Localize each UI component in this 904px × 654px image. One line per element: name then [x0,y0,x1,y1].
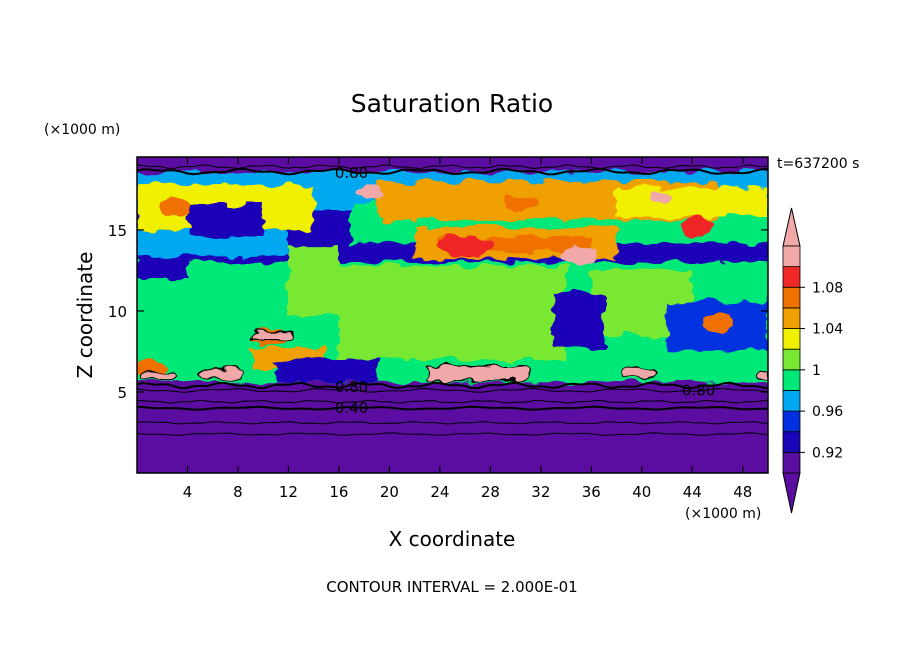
x-tick-label: 12 [279,483,298,501]
x-tick-label: 44 [683,483,702,501]
x-axis: 4 8 12 16 20 24 28 32 36 40 44 48 [183,157,752,501]
y-tick-label: 5 [117,384,127,402]
field-blob [701,314,734,334]
contour-label: 0.40 [335,399,368,417]
field-region [187,203,264,237]
colorbar-swatch [782,266,801,288]
field-blob [437,234,493,258]
field-region [616,187,768,217]
supersaturated-patch [249,331,296,341]
contour-line [137,167,768,176]
colorbar-swatch [782,286,801,309]
colorbar-swatch [782,348,801,371]
chart-title: Saturation Ratio [351,89,553,118]
field-region [288,246,339,315]
colorbar-label: 1 [812,363,821,379]
field-region [338,265,567,360]
supersaturated-patch [199,367,245,380]
field-blob [683,216,714,237]
plot-frame [136,156,769,474]
supersaturated-patch [754,368,768,380]
supersaturated-patch [426,365,529,382]
field-region [275,359,377,383]
y-unit-label: (×1000 m) [44,122,120,138]
supersaturated-patch [140,371,176,382]
contour-line [137,432,768,436]
time-label: t=637200 s [777,156,859,172]
colorbar-swatch [782,451,801,474]
x-axis-label: X coordinate [389,527,516,551]
x-tick-label: 24 [430,483,449,501]
y-tick-label: 15 [108,222,127,240]
field-blob [502,195,541,213]
colorbar-swatch [782,410,801,433]
contour-label: 0.80 [335,378,368,396]
x-tick-label: 16 [329,483,348,501]
field-blob [648,189,674,206]
contour-line [137,405,768,411]
y-axis-label: Z coordinate [73,252,97,379]
x-tick-label: 28 [481,483,500,501]
colorbar-swatch [782,390,801,412]
contour-line [137,381,768,390]
colorbar-swatch [782,245,801,268]
colorbar-swatch [782,307,801,329]
colorbar-label: 0.96 [812,404,843,420]
x-tick-label: 4 [183,483,193,501]
supersaturated-patch [622,367,656,378]
contour-line [137,387,768,393]
contour-line [137,164,768,170]
contour-interval-footer: CONTOUR INTERVAL = 2.000E-01 [326,578,577,596]
contour-labels: 0.80 0.80 0.40 0.80 [335,164,715,417]
colorbar-under-arrow [782,472,801,514]
colorbar-swatch [782,431,801,453]
x-unit-label: (×1000 m) [685,506,761,522]
y-axis: 5 10 15 [108,222,768,402]
contour-line [137,399,768,404]
colorbar-over-arrow [782,207,801,247]
contour-label: 0.80 [335,164,368,182]
field-blob [561,246,597,266]
x-tick-label: 48 [733,483,752,501]
contour-label: 0.80 [682,381,715,399]
x-tick-label: 32 [531,483,550,501]
x-tick-label: 8 [233,483,243,501]
field-blob [137,359,167,376]
field-blob [159,197,191,217]
colorbar-label: 0.92 [812,445,843,461]
field-blob [359,184,382,201]
x-tick-label: 20 [380,483,399,501]
y-tick-label: 10 [108,303,127,321]
colorbar-swatch [782,369,801,391]
colorbar-label: 1.04 [812,322,843,338]
field-region [553,291,604,350]
contour-line [137,421,768,425]
plot-field [137,157,768,473]
x-tick-label: 40 [632,483,651,501]
colorbar-swatch [782,328,801,350]
colorbar-label: 1.08 [812,280,843,296]
colorbar: 1.08 1.04 1 0.96 0.92 [782,207,843,514]
field-region [137,157,768,172]
x-tick-label: 36 [582,483,601,501]
